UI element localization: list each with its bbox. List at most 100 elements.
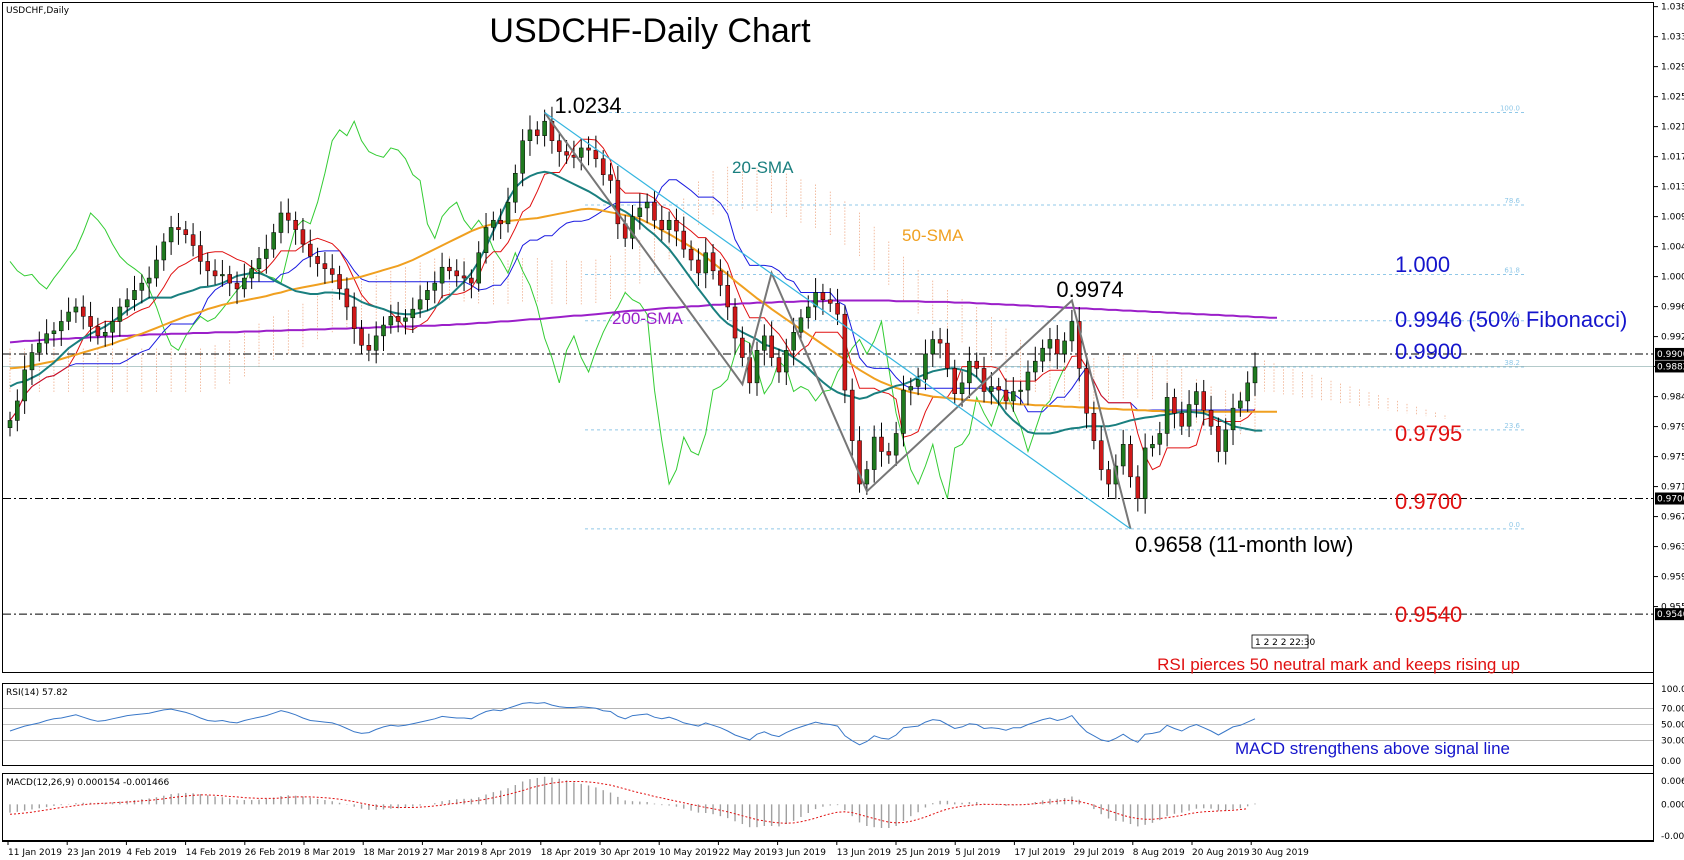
chart-title: USDCHF-Daily Chart [489, 12, 811, 50]
candle-body [308, 243, 313, 257]
candle-body [1201, 391, 1206, 411]
price-tick-label: 1.02145 [1661, 123, 1684, 133]
time-tick-label: 27 Mar 2019 [422, 848, 479, 858]
candle-body [798, 317, 804, 333]
rsi-tick-label: 0.00 [1661, 757, 1681, 767]
fib-label: 38.2 [1504, 359, 1520, 367]
candle-body [395, 316, 401, 322]
candle-body [1084, 368, 1089, 414]
fib-trend-line [544, 112, 1131, 530]
candle-body [593, 149, 599, 160]
fib-label: 78.6 [1504, 197, 1520, 205]
candle-body [989, 386, 994, 392]
candle-body [476, 252, 481, 284]
candle-body [124, 299, 130, 308]
candle-body [322, 263, 328, 269]
candle-body [688, 248, 694, 261]
candle-body [220, 274, 225, 277]
macd-comment: MACD strengthens above signal line [1235, 739, 1510, 758]
fib-label: 100.0 [1500, 105, 1520, 113]
sma50-line [9, 207, 1277, 413]
candle-body [967, 360, 972, 384]
price-tag [1655, 360, 1684, 373]
candle-body [300, 229, 306, 245]
time-tick-label: 18 Apr 2019 [541, 848, 597, 858]
fib-label: 0.0 [1509, 521, 1520, 529]
candle-body [996, 386, 1001, 391]
candle-body [937, 339, 943, 344]
candle-body [256, 258, 262, 269]
candle-body [432, 282, 438, 291]
candle-body [461, 275, 467, 279]
candle-body [578, 147, 584, 158]
candle-body [66, 311, 71, 322]
candle-body [666, 219, 672, 230]
candle-body [1018, 389, 1023, 392]
time-tick-label: 25 Jun 2019 [896, 848, 950, 858]
candle-body [1172, 397, 1177, 414]
candle-body [1040, 347, 1045, 362]
annotation-swing-high: 0.9974 [1056, 277, 1123, 302]
rsi-tick-label: 70.00 [1661, 704, 1684, 714]
annotation-0-9540: 0.9540 [1395, 602, 1462, 627]
price-tick-label: 0.97165 [1661, 483, 1684, 493]
candle-body [264, 248, 269, 259]
candle-body [205, 261, 210, 272]
price-tick-label: 0.95920 [1661, 573, 1684, 583]
time-tick-label: 17 Jul 2019 [1014, 848, 1065, 858]
candle-body [915, 378, 921, 387]
candle-body [1238, 400, 1243, 409]
label-50-sma: 50-SMA [902, 226, 964, 245]
macd-label: MACD(12,26,9) 0.000154 -0.001466 [6, 778, 169, 788]
candle-body [718, 270, 723, 286]
candle-body [454, 270, 459, 277]
candle-body [945, 342, 950, 369]
price-tick-label: 1.03805 [1661, 3, 1684, 13]
candle-body [813, 292, 818, 308]
time-tick-label: 14 Feb 2019 [186, 848, 242, 858]
annotation-0-9700: 0.9700 [1395, 489, 1462, 514]
candle-body [520, 140, 525, 174]
time-axis: 11 Jan 2019 23 Jan 2019 4 Feb 2019 14 Feb 2… [7, 841, 1309, 858]
rsi-label: RSI(14) 57.82 [6, 688, 68, 698]
price-tick-label: 1.00485 [1661, 243, 1684, 253]
annotation-high: 1.0234 [554, 93, 621, 118]
candle-body [637, 207, 643, 217]
candle-body [1098, 440, 1104, 470]
price-tick-label: 1.00070 [1661, 273, 1684, 283]
candle-body [608, 174, 613, 181]
price-axis: 1.03805 1.03390 1.02975 1.02560 1.02145 1.017… [1653, 3, 1684, 621]
candle-body [1120, 444, 1126, 467]
zigzag-trend-line [543, 111, 1132, 530]
candle-body [425, 290, 430, 300]
candle-body [1011, 391, 1016, 402]
candle-body [1186, 404, 1192, 427]
candle-body [483, 227, 489, 254]
candle-body [1135, 476, 1141, 499]
label-200-sma: 200-SMA [612, 309, 684, 328]
candle-body [1062, 340, 1067, 355]
candle-body [1025, 371, 1031, 391]
price-tick-label: 1.01730 [1661, 153, 1684, 163]
price-tick-label: 1.02560 [1661, 93, 1684, 103]
price-tick-label: 0.97995 [1661, 423, 1684, 433]
price-tick-label: 0.97580 [1661, 453, 1684, 463]
candle-body [315, 256, 320, 264]
candle-body [286, 212, 291, 221]
candle-body [1076, 321, 1082, 369]
price-tag-label: 0.95400 [1657, 610, 1684, 620]
candle-body [271, 232, 276, 250]
candle-body [132, 290, 137, 300]
candle-body [725, 285, 730, 308]
candle-body [600, 158, 606, 175]
trend-lines [543, 111, 1132, 530]
candle-body [652, 201, 657, 221]
candle-body [1216, 425, 1221, 452]
candle-body [1164, 397, 1170, 434]
candle-body [696, 259, 701, 274]
candle-body [1194, 391, 1199, 405]
time-tick-label: 3 Jun 2019 [778, 848, 827, 858]
time-tick-label: 20 Aug 2019 [1192, 848, 1250, 858]
